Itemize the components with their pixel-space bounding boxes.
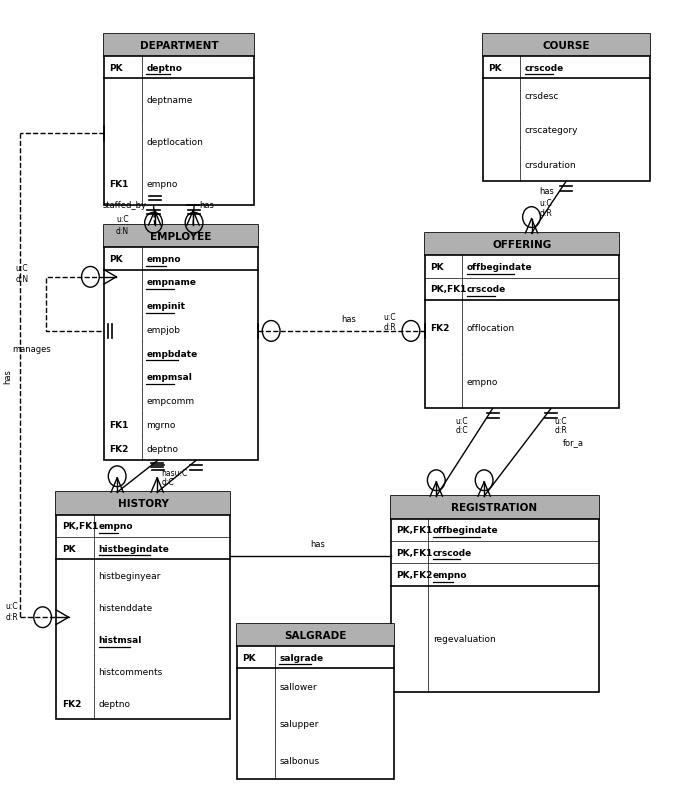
Text: deptno: deptno <box>146 63 182 72</box>
Text: u:C: u:C <box>384 313 396 322</box>
Text: sallower: sallower <box>279 683 317 691</box>
Text: crscategory: crscategory <box>525 126 578 135</box>
Text: d:N: d:N <box>116 226 129 235</box>
Text: PK: PK <box>61 544 75 553</box>
Text: PK,FK1: PK,FK1 <box>430 285 466 294</box>
Text: manages: manages <box>12 344 50 354</box>
Text: EMPLOYEE: EMPLOYEE <box>150 232 211 242</box>
Bar <box>391 496 598 691</box>
Text: d:R: d:R <box>384 323 397 332</box>
Bar <box>482 34 650 57</box>
Text: regevaluation: regevaluation <box>433 634 495 643</box>
Text: PK: PK <box>110 255 123 264</box>
Text: PK,FK1: PK,FK1 <box>396 525 433 534</box>
Text: PK,FK1: PK,FK1 <box>396 548 433 557</box>
Text: FK1: FK1 <box>110 180 129 189</box>
Text: d:C: d:C <box>455 426 468 435</box>
Text: PK: PK <box>488 63 502 72</box>
Text: has: has <box>199 200 215 210</box>
Text: has: has <box>310 540 325 549</box>
Text: has: has <box>540 187 555 196</box>
Text: deptlocation: deptlocation <box>146 138 204 147</box>
Text: REGISTRATION: REGISTRATION <box>451 503 538 512</box>
Text: PK: PK <box>242 653 256 662</box>
Text: histbegindate: histbegindate <box>99 544 170 553</box>
Text: u:C: u:C <box>540 198 553 208</box>
Text: empno: empno <box>433 570 467 579</box>
Text: empno: empno <box>146 180 178 189</box>
Text: crscode: crscode <box>525 63 564 72</box>
Text: u:C: u:C <box>15 264 28 273</box>
Text: hasu:C: hasu:C <box>161 468 188 477</box>
Text: PK,FK2: PK,FK2 <box>396 570 433 579</box>
Text: salupper: salupper <box>279 719 319 728</box>
Text: deptno: deptno <box>99 699 130 708</box>
Bar <box>104 226 257 460</box>
Text: deptno: deptno <box>146 444 178 453</box>
Text: empname: empname <box>146 277 197 287</box>
Bar <box>391 496 598 519</box>
Text: histbeginyear: histbeginyear <box>99 571 161 580</box>
Text: d:N: d:N <box>15 274 28 283</box>
Text: crsdesc: crsdesc <box>525 92 560 101</box>
Bar <box>237 624 394 646</box>
Text: PK: PK <box>110 63 123 72</box>
Text: FK2: FK2 <box>61 699 81 708</box>
Text: offlocation: offlocation <box>467 323 515 332</box>
Text: d:R: d:R <box>554 426 567 435</box>
Text: d:C: d:C <box>161 478 174 487</box>
Bar <box>424 233 619 256</box>
Text: salgrade: salgrade <box>279 653 324 662</box>
Bar <box>104 226 257 248</box>
Bar <box>104 34 254 57</box>
Text: PK: PK <box>430 263 444 272</box>
Text: u:C: u:C <box>455 416 468 425</box>
Text: empmsal: empmsal <box>146 373 193 382</box>
Text: offbegindate: offbegindate <box>467 263 533 272</box>
Text: empcomm: empcomm <box>146 397 195 406</box>
Text: mgrno: mgrno <box>146 420 176 430</box>
Text: histcomments: histcomments <box>99 667 163 676</box>
Bar <box>104 34 254 206</box>
Text: empbdate: empbdate <box>146 349 197 358</box>
Bar <box>424 233 619 409</box>
Text: deptname: deptname <box>146 96 193 105</box>
Text: empjob: empjob <box>146 326 180 334</box>
Text: d:R: d:R <box>5 612 18 621</box>
Text: PK,FK1: PK,FK1 <box>61 521 98 531</box>
Bar <box>237 624 394 780</box>
Text: FK2: FK2 <box>110 444 129 453</box>
Text: SALGRADE: SALGRADE <box>284 630 346 640</box>
Text: has: has <box>3 368 12 383</box>
Text: for_a: for_a <box>563 438 584 447</box>
Text: d:R: d:R <box>540 209 553 218</box>
Text: empno: empno <box>467 378 498 387</box>
Text: empinit: empinit <box>146 302 186 310</box>
Text: FK2: FK2 <box>430 323 449 332</box>
Text: crsduration: crsduration <box>525 160 577 169</box>
Text: empno: empno <box>146 255 181 264</box>
Text: OFFERING: OFFERING <box>492 240 551 250</box>
Text: salbonus: salbonus <box>279 756 319 765</box>
Bar <box>482 34 650 182</box>
Text: has: has <box>341 315 356 324</box>
Text: crscode: crscode <box>467 285 506 294</box>
Text: FK1: FK1 <box>110 420 129 430</box>
Text: staffed_by: staffed_by <box>102 200 146 210</box>
Text: offbegindate: offbegindate <box>433 525 498 534</box>
Text: histmsal: histmsal <box>99 635 142 644</box>
Text: u:C: u:C <box>5 601 18 610</box>
Text: crscode: crscode <box>433 548 472 557</box>
Bar <box>57 492 230 515</box>
Text: DEPARTMENT: DEPARTMENT <box>140 41 218 51</box>
Text: COURSE: COURSE <box>542 41 590 51</box>
Text: HISTORY: HISTORY <box>118 499 168 508</box>
Bar <box>57 492 230 719</box>
Text: u:C: u:C <box>554 416 567 425</box>
Text: histenddate: histenddate <box>99 603 152 612</box>
Text: empno: empno <box>99 521 133 531</box>
Text: u:C: u:C <box>116 215 128 225</box>
